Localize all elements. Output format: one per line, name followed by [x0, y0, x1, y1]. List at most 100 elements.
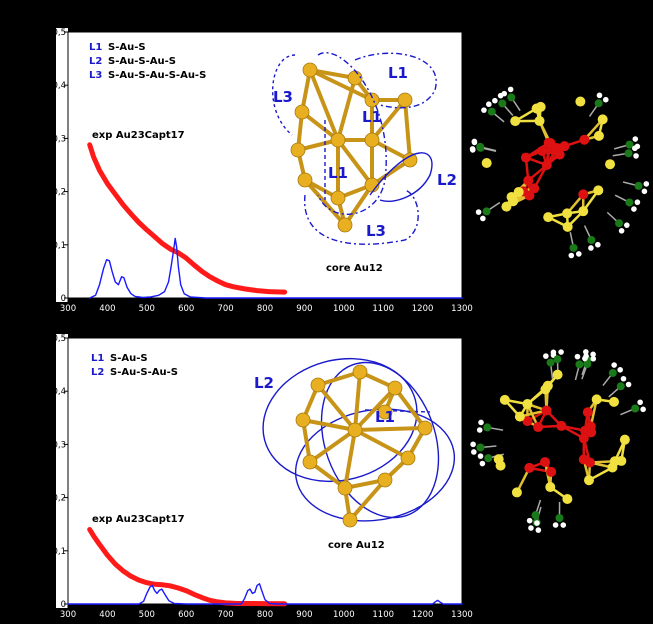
sulfur-atom — [513, 186, 524, 197]
x-tick-label: 1100 — [372, 610, 394, 620]
legend2-key-l2: L2 — [91, 367, 104, 378]
y-tick-label: 0,3 — [52, 134, 66, 144]
carbon-atom — [498, 99, 507, 108]
x-tick-label: 1200 — [412, 610, 434, 620]
hydrogen-atom — [624, 222, 630, 228]
hydrogen-atom — [469, 146, 476, 152]
hydrogen-atom — [486, 101, 492, 108]
gold-core-atom — [529, 183, 540, 194]
gold-core-atom — [522, 416, 533, 427]
gold-core-atom — [578, 433, 589, 444]
hydrogen-atom — [543, 353, 549, 359]
hydrogen-atom — [501, 90, 508, 97]
bottom-label-l1: L1 — [375, 408, 395, 426]
bottom-panel: 300 400 500 600 700 800 900 1000 1100 1200 1300 0 0,… — [52, 334, 472, 620]
top-molecule-image — [469, 86, 650, 259]
bottom-legend: L1 S-Au-S L2 S-Au-S-Au-S — [91, 353, 178, 378]
sulfur-atom — [575, 96, 586, 107]
y-tick-label: 0,4 — [52, 387, 66, 397]
hydrogen-atom — [582, 355, 588, 362]
sulfur-atom — [591, 394, 602, 405]
sulfur-atom — [562, 221, 573, 232]
sulfur-atom — [609, 396, 620, 407]
carbon-atom — [484, 454, 493, 463]
gold-core-atom — [586, 427, 597, 438]
gold-core-atom — [533, 422, 544, 433]
x-tick-label: 400 — [99, 610, 115, 620]
sulfur-atom — [619, 434, 630, 445]
sulfur-atom — [545, 482, 556, 493]
hydrogen-atom — [583, 349, 589, 355]
hydrogen-atom — [568, 252, 575, 259]
hydrogen-atom — [574, 353, 581, 360]
x-tick-label: 400 — [99, 304, 115, 314]
legend-key-l1: L1 — [89, 42, 102, 53]
gold-core-atom — [556, 420, 567, 431]
y-tick-label: 0,5 — [52, 334, 66, 344]
hydrogen-atom — [590, 351, 596, 358]
y-tick-label: 0,4 — [52, 81, 66, 91]
series-theory-line — [89, 237, 463, 299]
hydrogen-atom — [507, 86, 514, 93]
hydrogen-atom — [632, 136, 639, 142]
hydrogen-atom — [481, 107, 487, 113]
y-tick-label: 0 — [61, 600, 66, 610]
sulfur-atom — [583, 475, 594, 486]
hydrogen-atom — [492, 97, 498, 104]
x-tick-label: 900 — [296, 304, 312, 314]
carbon-atom — [634, 181, 643, 190]
sulfur-atom — [597, 114, 608, 125]
sulfur-atom — [578, 206, 589, 217]
bottom-series — [67, 527, 463, 607]
x-tick-label: 800 — [257, 610, 273, 620]
gold-core-atom — [524, 462, 535, 473]
hydrogen-atom — [552, 522, 559, 528]
x-tick-label: 300 — [60, 610, 76, 620]
sulfur-atom — [510, 116, 521, 127]
sulfur-atom — [607, 462, 618, 473]
top-panel: 300 400 500 600 700 800 900 1000 1100 1200 1300 0 0,… — [52, 28, 472, 314]
x-tick-label: 1200 — [412, 304, 434, 314]
sulfur-atom — [506, 191, 517, 202]
sulfur-atom — [481, 158, 492, 169]
hydrogen-atom — [478, 419, 484, 426]
legend-key-l2: L2 — [89, 56, 102, 67]
sulfur-atom — [540, 384, 551, 395]
gold-core-atom — [579, 134, 590, 145]
hydrogen-atom — [560, 522, 567, 528]
bottom-gold-cluster: L2 L1 — [254, 357, 456, 528]
top-series — [87, 142, 463, 299]
hydrogen-atom — [588, 245, 594, 251]
hydrogen-atom — [480, 215, 486, 222]
gold-core-atom — [520, 152, 531, 163]
top-label-l1-c: L1 — [328, 164, 348, 182]
x-tick-label: 1100 — [372, 304, 394, 314]
top-exp-label: exp Au23Capt17 — [92, 130, 185, 141]
legend2-text-l1: S-Au-S — [110, 353, 148, 364]
carbon-atom — [476, 142, 485, 151]
sulfur-atom — [593, 130, 604, 141]
sulfur-atom — [562, 494, 573, 505]
hydrogen-atom — [611, 362, 617, 368]
y-tick-label: 0,1 — [52, 547, 66, 557]
x-tick-label: 800 — [257, 304, 273, 314]
x-tick-label: 300 — [60, 304, 76, 314]
y-tick-label: 0,2 — [52, 494, 66, 504]
x-tick-label: 1300 — [451, 304, 473, 314]
hydrogen-atom — [558, 349, 564, 355]
hydrogen-atom — [631, 206, 637, 212]
hydrogen-atom — [471, 449, 477, 455]
series-exp-line — [87, 142, 288, 295]
hydrogen-atom — [633, 153, 639, 159]
carbon-atom — [487, 107, 496, 116]
carbon-atom — [616, 382, 625, 391]
x-tick-label: 600 — [178, 610, 194, 620]
carbon-atom — [575, 360, 584, 369]
x-tick-label: 1000 — [333, 610, 355, 620]
gold-core-atom — [540, 457, 551, 468]
hydrogen-atom — [471, 138, 478, 145]
series-exp-line — [87, 527, 288, 607]
hydrogen-atom — [476, 427, 483, 433]
hydrogen-atom — [602, 96, 609, 103]
